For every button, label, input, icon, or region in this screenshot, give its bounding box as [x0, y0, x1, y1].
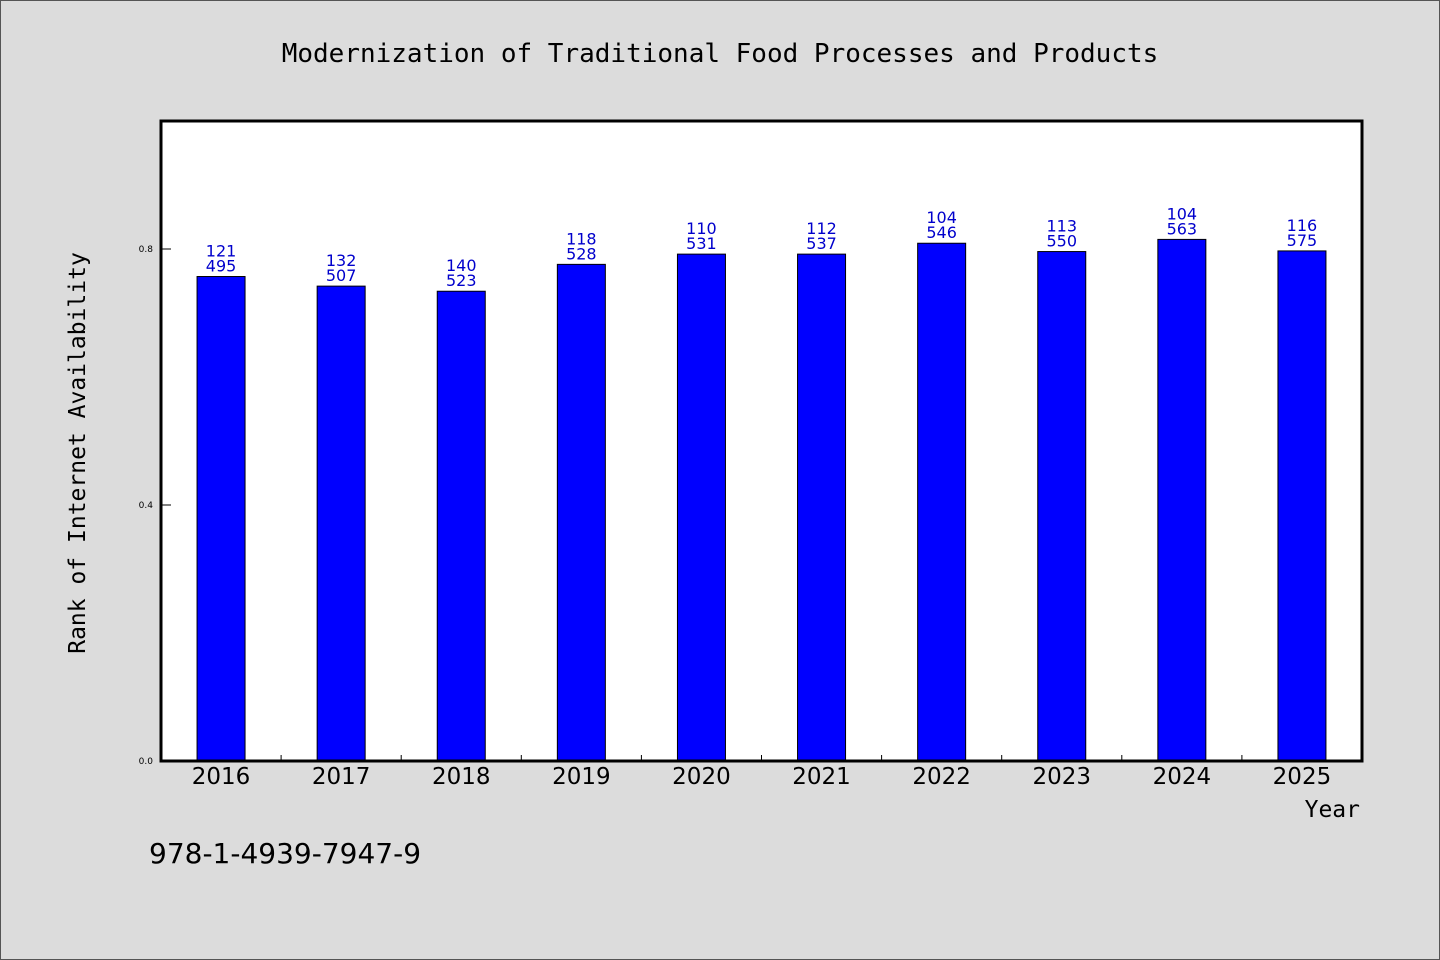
bar — [676, 253, 726, 762]
data-label-bottom: 507 — [326, 266, 357, 285]
x-tick-label: 2017 — [312, 764, 371, 790]
bar — [556, 263, 606, 762]
data-label-top: 104 — [1167, 204, 1198, 223]
data-label-bottom: 546 — [926, 223, 957, 242]
data-label-bottom: 575 — [1287, 231, 1318, 250]
bar — [1037, 251, 1087, 762]
y-axis-label: Rank of Internet Availability — [65, 252, 91, 654]
y-tick-label: 0.4 — [139, 501, 154, 511]
data-label-top: 118 — [566, 229, 597, 248]
x-tick-label: 2024 — [1153, 764, 1212, 790]
data-label-top: 112 — [806, 219, 837, 238]
bar — [316, 285, 366, 762]
y-tick-label: 0.0 — [139, 757, 154, 767]
x-tick-label: 2022 — [912, 764, 971, 790]
data-label-bottom: 531 — [686, 234, 717, 253]
chart-title: Modernization of Traditional Food Proces… — [282, 39, 1159, 69]
x-tick-label: 2019 — [552, 764, 611, 790]
data-label-top: 132 — [326, 251, 357, 270]
data-label-top: 140 — [446, 256, 477, 275]
data-label-top: 113 — [1046, 217, 1077, 236]
x-tick-label: 2016 — [192, 764, 251, 790]
data-label-bottom: 495 — [206, 257, 237, 276]
data-label-bottom: 523 — [446, 271, 477, 290]
data-label-bottom: 563 — [1167, 219, 1198, 238]
data-label-top: 116 — [1287, 216, 1318, 235]
x-tick-label: 2021 — [792, 764, 851, 790]
x-tick-label: 2020 — [672, 764, 731, 790]
x-axis-label: Year — [1305, 797, 1360, 823]
x-tick-label: 2018 — [432, 764, 491, 790]
bar — [1157, 238, 1207, 762]
isbn-text: 978-1-4939-7947-9 — [149, 837, 421, 870]
bar — [196, 276, 246, 762]
data-label-top: 110 — [686, 219, 717, 238]
x-tick-label: 2025 — [1273, 764, 1332, 790]
x-ticks-group: 2016 2017 2018 2019 2020 2021 2022 2023 2024 2025 — [192, 755, 1331, 790]
data-label-top: 104 — [926, 208, 957, 227]
bar — [797, 253, 847, 762]
bar — [917, 242, 967, 762]
y-tick-label: 0.8 — [139, 245, 154, 255]
data-label-bottom: 537 — [806, 234, 837, 253]
data-label-bottom: 528 — [566, 244, 597, 263]
bar — [436, 290, 486, 762]
x-tick-label: 2023 — [1032, 764, 1091, 790]
plot-border — [159, 119, 1364, 763]
data-label-bottom: 550 — [1046, 232, 1077, 251]
data-label-top: 121 — [206, 242, 237, 261]
bar — [1277, 250, 1327, 762]
bars-group — [196, 238, 1327, 762]
